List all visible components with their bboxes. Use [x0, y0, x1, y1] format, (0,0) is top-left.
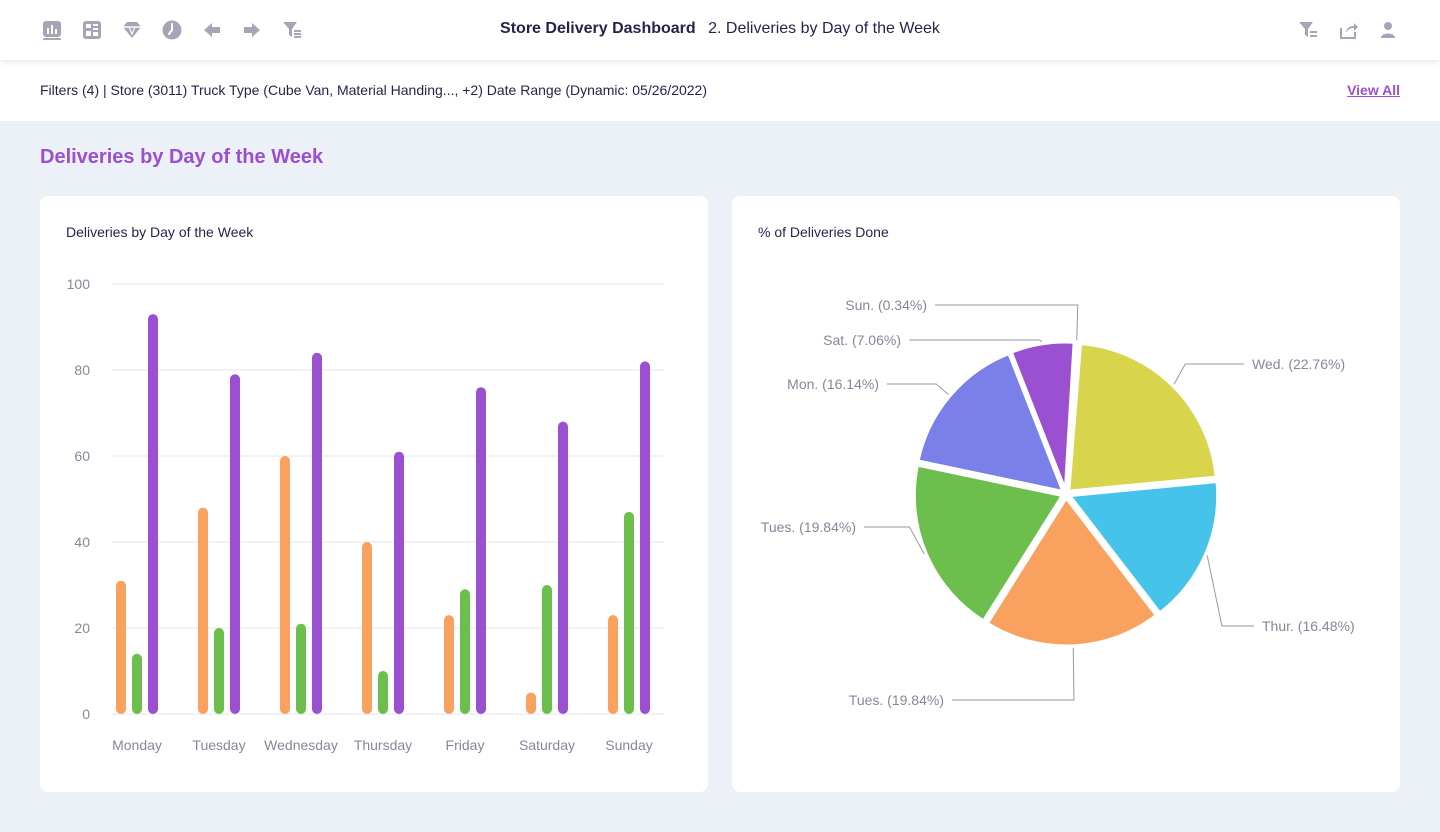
pie-leader-line: [909, 339, 1043, 343]
pie-leader-line: [864, 526, 925, 555]
bar-friday-0[interactable]: [444, 615, 454, 714]
x-tick-label: Friday: [446, 737, 485, 753]
pie-slice-label: Sat. (7.06%): [823, 332, 901, 348]
bar-sunday-2[interactable]: [640, 361, 650, 714]
pie-leader-line: [887, 383, 949, 395]
bar-chart-card: Deliveries by Day of the Week 0 20 40 60 80 1…: [40, 196, 708, 792]
bar-wednesday-1[interactable]: [296, 623, 306, 714]
pie-slice-label: Tues. (19.84%): [761, 519, 856, 535]
y-tick-label: 100: [67, 276, 91, 292]
bar-sunday-0[interactable]: [608, 615, 618, 714]
filter-summary[interactable]: Filters (4) | Store (3011) Truck Type (C…: [40, 82, 708, 98]
clock-icon[interactable]: [160, 18, 184, 42]
x-tick-label: Saturday: [519, 737, 575, 753]
y-tick-label: 80: [74, 362, 90, 378]
bar-saturday-2[interactable]: [558, 421, 568, 714]
page-title: Store Delivery Dashboard 2. Deliveries b…: [0, 20, 1440, 38]
pie-slice-label: Sun. (0.34%): [845, 297, 927, 313]
bar-wednesday-0[interactable]: [280, 456, 290, 714]
pie-chart-title: % of Deliveries Done: [758, 224, 889, 240]
y-tick-label: 60: [74, 448, 90, 464]
pie-slice-3[interactable]: [912, 463, 1065, 623]
top-toolbar: Store Delivery Dashboard 2. Deliveries b…: [0, 0, 1440, 60]
pie-leader-line: [935, 304, 1079, 341]
y-tick-label: 0: [82, 706, 90, 722]
x-tick-label: Wednesday: [264, 737, 338, 753]
bar-friday-1[interactable]: [460, 589, 470, 714]
view-all-link[interactable]: View All: [1347, 82, 1400, 98]
pie-slice-1[interactable]: [1066, 479, 1220, 616]
bar-monday-2[interactable]: [148, 314, 158, 714]
bar-wednesday-2[interactable]: [312, 352, 322, 714]
bar-thursday-2[interactable]: [394, 451, 404, 714]
section-title: Deliveries by Day of the Week: [40, 146, 324, 168]
pie-slice-label: Wed. (22.76%): [1252, 356, 1345, 372]
x-tick-label: Thursday: [354, 737, 412, 753]
bar-monday-1[interactable]: [132, 653, 142, 714]
pie-slice-2[interactable]: [985, 495, 1159, 648]
share-icon[interactable]: [1336, 18, 1360, 42]
filter-list-icon[interactable]: [280, 18, 304, 42]
pie-slice-6[interactable]: [1064, 340, 1080, 491]
x-tick-label: Monday: [112, 737, 162, 753]
bar-thursday-1[interactable]: [378, 671, 388, 714]
user-icon[interactable]: [1376, 18, 1400, 42]
y-tick-label: 40: [74, 534, 90, 550]
bar-tuesday-0[interactable]: [198, 507, 208, 714]
pie-leader-line: [1206, 555, 1254, 627]
y-tick-label: 20: [74, 620, 90, 636]
diamond-icon[interactable]: [120, 18, 144, 42]
filter-icon[interactable]: [1296, 18, 1320, 42]
dashboard-title: Store Delivery Dashboard: [500, 20, 696, 37]
dashboard-subtitle: 2. Deliveries by Day of the Week: [708, 20, 940, 37]
bar-thursday-0[interactable]: [362, 542, 372, 714]
x-tick-label: Tuesday: [192, 737, 245, 753]
pie-slice-0[interactable]: [1067, 342, 1218, 493]
pie-chart: Wed. (22.76%) Thur. (16.48%) Tues. (19.84%…: [761, 297, 1355, 708]
arrow-right-icon[interactable]: [240, 18, 264, 42]
pie-leader-line: [952, 647, 1075, 701]
x-tick-label: Sunday: [605, 737, 652, 753]
pie-slice-label: Mon. (16.14%): [787, 376, 879, 392]
bar-tuesday-1[interactable]: [214, 628, 224, 714]
bar-saturday-1[interactable]: [542, 585, 552, 714]
pie-slice-label: Tues. (19.84%): [849, 692, 944, 708]
bar-tuesday-2[interactable]: [230, 374, 240, 714]
dashboard-grid-icon[interactable]: [80, 18, 104, 42]
bar-friday-2[interactable]: [476, 387, 486, 714]
bar-sunday-1[interactable]: [624, 511, 634, 714]
bar-chart-title: Deliveries by Day of the Week: [66, 224, 254, 240]
bar-chart-icon[interactable]: [40, 18, 64, 42]
pie-chart-card: % of Deliveries Done Wed. (22.76%) Thur. …: [732, 196, 1400, 792]
pie-slice-label: Thur. (16.48%): [1262, 618, 1355, 634]
filter-bar: Filters (4) | Store (3011) Truck Type (C…: [0, 60, 1440, 121]
arrow-left-icon[interactable]: [200, 18, 224, 42]
bar-chart: 0 20 40 60 80 100 Monday Tuesday Wednesday Thursd…: [67, 276, 664, 753]
pie-slice-4[interactable]: [916, 351, 1066, 494]
bar-saturday-0[interactable]: [526, 692, 536, 715]
pie-leader-line: [1173, 363, 1244, 385]
bar-monday-0[interactable]: [116, 580, 126, 714]
